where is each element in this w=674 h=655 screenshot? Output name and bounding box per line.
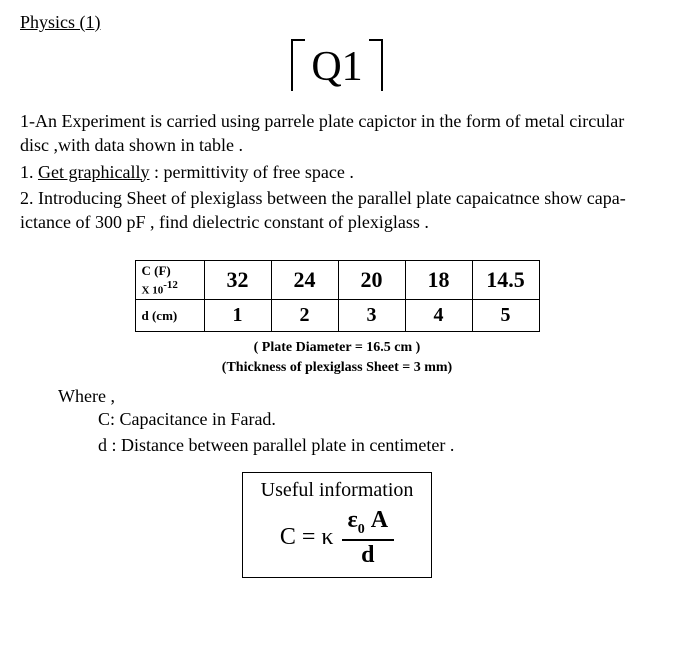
formula-denominator: d	[361, 541, 374, 567]
formula-numerator: ε0 A	[342, 508, 395, 541]
useful-info-box: Useful information C = κ ε0 A d	[242, 472, 433, 578]
capacitance-formula: C = κ ε0 A d	[261, 508, 414, 567]
where-line-d: d : Distance between parallel plate in c…	[98, 433, 654, 458]
question-label-wrap: Q1	[20, 39, 654, 95]
thickness-caption: (Thickness of plexiglass Sheet = 3 mm)	[20, 360, 654, 376]
c-header-cell: C (F) X 10-12	[135, 261, 204, 300]
c-value-cell: 20	[338, 261, 405, 300]
diameter-caption: ( Plate Diameter = 16.5 cm )	[20, 340, 654, 356]
d-value-cell: 2	[271, 300, 338, 332]
area-symbol: A	[365, 507, 388, 533]
part1-prefix: 1.	[20, 162, 38, 182]
data-table-wrap: C (F) X 10-12 32 24 20 18 14.5 d (cm) 1 …	[20, 260, 654, 332]
table-row-d: d (cm) 1 2 3 4 5	[135, 300, 539, 332]
epsilon-subscript: 0	[358, 522, 365, 537]
formula-lhs: C = κ	[280, 524, 334, 551]
epsilon-symbol: ε	[348, 507, 358, 533]
d-value-cell: 5	[472, 300, 539, 332]
where-line-c: C: Capacitance in Farad.	[98, 407, 654, 432]
where-definitions: C: Capacitance in Farad. d : Distance be…	[98, 407, 654, 457]
data-table: C (F) X 10-12 32 24 20 18 14.5 d (cm) 1 …	[135, 260, 540, 332]
c-header-exp: -12	[163, 279, 178, 291]
c-header-line2: X 10	[142, 284, 164, 296]
where-label: Where ,	[58, 386, 654, 407]
c-header-line1: C (F)	[142, 263, 171, 278]
formula-fraction: ε0 A d	[342, 508, 395, 567]
question-label: Q1	[291, 39, 382, 95]
page-title: Physics (1)	[20, 12, 654, 33]
info-title: Useful information	[261, 479, 414, 502]
part1-rest: : permittivity of free space .	[149, 162, 353, 182]
problem-part-1: 1. Get graphically : permittivity of fre…	[20, 160, 654, 184]
problem-intro: 1-An Experiment is carried using parrele…	[20, 109, 654, 158]
info-box-wrap: Useful information C = κ ε0 A d	[20, 472, 654, 578]
d-value-cell: 3	[338, 300, 405, 332]
table-row-c: C (F) X 10-12 32 24 20 18 14.5	[135, 261, 539, 300]
c-value-cell: 14.5	[472, 261, 539, 300]
problem-part-2: 2. Introducing Sheet of plexiglass betwe…	[20, 186, 654, 235]
c-value-cell: 18	[405, 261, 472, 300]
c-value-cell: 24	[271, 261, 338, 300]
d-header-cell: d (cm)	[135, 300, 204, 332]
d-value-cell: 1	[204, 300, 271, 332]
d-value-cell: 4	[405, 300, 472, 332]
c-value-cell: 32	[204, 261, 271, 300]
part1-underlined: Get graphically	[38, 162, 149, 182]
